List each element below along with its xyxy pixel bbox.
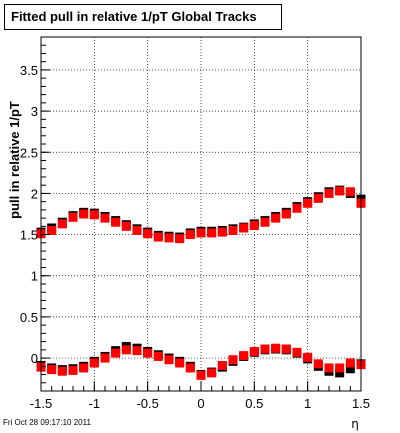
data-point	[345, 364, 355, 374]
y-tick-label: 0	[31, 351, 38, 366]
data-point	[100, 353, 110, 363]
data-point	[292, 203, 302, 213]
data-point	[239, 351, 249, 361]
data-point	[132, 225, 142, 235]
data-point	[185, 363, 195, 373]
data-point	[185, 230, 195, 240]
data-point	[175, 358, 185, 368]
data-point	[271, 343, 281, 353]
data-point	[345, 358, 355, 368]
data-point	[47, 365, 57, 375]
data-point	[153, 232, 163, 242]
data-point	[164, 355, 174, 365]
data-point	[335, 186, 345, 196]
x-tick-label: 1.5	[352, 396, 370, 411]
data-point	[153, 351, 163, 361]
y-axis-label: pull in relative 1/pT	[7, 101, 22, 219]
data-point	[303, 198, 313, 208]
data-point	[345, 187, 355, 197]
data-point	[324, 188, 334, 198]
data-point	[217, 360, 227, 370]
x-tick-label: -0.5	[136, 396, 158, 411]
data-point	[143, 229, 153, 239]
data-point	[79, 209, 89, 219]
data-point	[100, 213, 110, 223]
data-point	[143, 348, 153, 358]
data-point	[68, 365, 78, 375]
y-tick-label: 2	[31, 186, 38, 201]
y-tick-label: 2.5	[20, 145, 38, 160]
chart-title: Fitted pull in relative 1/pT Global Trac…	[4, 4, 282, 30]
y-tick-label: 3.5	[20, 63, 38, 78]
data-point	[249, 346, 259, 356]
data-point	[196, 228, 206, 238]
x-tick-label: -1.5	[30, 396, 52, 411]
data-point	[196, 370, 206, 380]
data-point	[79, 363, 89, 373]
y-tick-label: 1	[31, 269, 38, 284]
y-tick-label: 0.5	[20, 310, 38, 325]
data-point	[68, 212, 78, 222]
data-point	[292, 347, 302, 357]
data-point	[313, 359, 323, 369]
axes: -1.5 -1 -0.5 0 0.5 1 1.5 0 0.5 1 1.5 2 2.5 3 3.5	[20, 44, 370, 411]
data-point	[121, 345, 131, 355]
data-point	[217, 227, 227, 237]
data-point	[335, 368, 345, 378]
data-point	[175, 234, 185, 244]
y-tick-label: 1.5	[20, 228, 38, 243]
data-point	[335, 363, 345, 373]
data-point	[228, 225, 238, 235]
data-point	[260, 344, 270, 354]
data-point	[249, 221, 259, 231]
data-point	[121, 221, 131, 231]
data-point	[57, 366, 67, 376]
data-point	[271, 213, 281, 223]
data-point	[164, 233, 174, 243]
data-point	[111, 217, 121, 227]
data-point	[47, 225, 57, 235]
data-point	[239, 223, 249, 233]
series-2	[36, 186, 366, 380]
data-point	[207, 228, 217, 238]
data-point	[132, 346, 142, 356]
data-point	[111, 348, 121, 358]
data-point	[260, 217, 270, 227]
data-point	[207, 368, 217, 378]
data-point	[281, 344, 291, 354]
series-layer	[36, 185, 366, 380]
data-point	[303, 352, 313, 362]
x-tick-label: 0	[197, 396, 204, 411]
grid	[41, 37, 361, 391]
x-tick-label: -1	[89, 396, 101, 411]
data-point	[281, 209, 291, 219]
footer-timestamp: Fri Oct 28 09:17:10 2011	[3, 418, 91, 427]
y-tick-label: 3	[31, 104, 38, 119]
data-point	[89, 210, 99, 220]
data-point	[89, 358, 99, 368]
x-tick-label: 0.5	[245, 396, 263, 411]
data-point	[57, 219, 67, 229]
data-point	[228, 355, 238, 365]
x-axis-label: η	[351, 417, 359, 431]
x-tick-label: 1	[304, 396, 311, 411]
data-point	[324, 363, 334, 373]
data-point	[313, 193, 323, 203]
